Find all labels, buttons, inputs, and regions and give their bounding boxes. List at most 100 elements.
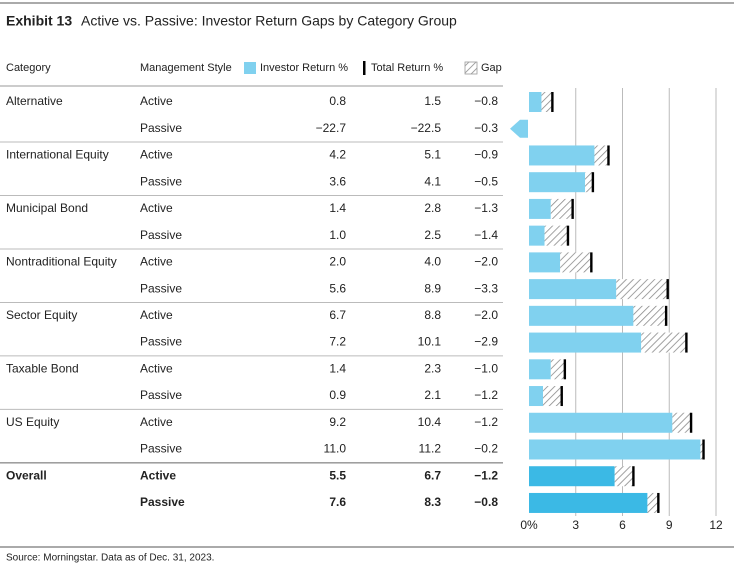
gap-bar bbox=[544, 225, 568, 246]
style-label: Active bbox=[140, 94, 173, 108]
gap: −1.2 bbox=[474, 468, 498, 482]
total-return: −22.5 bbox=[411, 121, 442, 135]
style-label: Passive bbox=[140, 442, 182, 456]
investor-bar bbox=[529, 145, 595, 166]
total-tick bbox=[590, 252, 593, 273]
gap: −2.0 bbox=[474, 255, 498, 269]
category-label: Nontraditional Equity bbox=[6, 255, 117, 269]
total-return: 4.1 bbox=[424, 174, 441, 188]
investor-bar bbox=[529, 359, 551, 380]
investor-bar bbox=[529, 172, 586, 193]
investor-return: 3.6 bbox=[329, 174, 346, 188]
legend-label: Gap bbox=[481, 62, 502, 74]
chart-title: Active vs. Passive: Investor Return Gaps… bbox=[81, 13, 457, 29]
investor-return: 11.0 bbox=[324, 442, 347, 456]
gap-bar bbox=[560, 252, 592, 273]
category-label: Alternative bbox=[6, 94, 63, 108]
total-return: 6.7 bbox=[424, 468, 441, 482]
gap-bar bbox=[594, 145, 609, 166]
investor-bar bbox=[529, 439, 701, 460]
total-tick bbox=[560, 386, 563, 407]
category-label: US Equity bbox=[6, 415, 59, 429]
investor-return: 1.0 bbox=[329, 228, 346, 242]
gap-bar bbox=[541, 92, 553, 112]
gap-bar bbox=[585, 172, 593, 193]
investor-return: 0.9 bbox=[329, 388, 346, 402]
total-return: 4.0 bbox=[424, 255, 441, 269]
gap-bar bbox=[647, 492, 659, 513]
total-return: 8.9 bbox=[424, 281, 441, 295]
category-label: Municipal Bond bbox=[6, 201, 88, 215]
style-label: Active bbox=[140, 148, 173, 162]
gap-bar bbox=[641, 332, 687, 353]
total-return: 8.8 bbox=[424, 308, 441, 322]
style-label: Active bbox=[140, 255, 173, 269]
legend-swatch bbox=[464, 61, 478, 75]
gap: −2.9 bbox=[474, 335, 498, 349]
style-label: Passive bbox=[140, 281, 182, 295]
investor-bar bbox=[529, 332, 642, 353]
off-scale-arrow bbox=[510, 119, 528, 138]
style-label: Active bbox=[140, 468, 176, 482]
total-tick bbox=[657, 492, 660, 513]
gap: −3.3 bbox=[474, 281, 498, 295]
x-tick-label: 9 bbox=[666, 518, 673, 532]
total-tick bbox=[702, 439, 705, 460]
investor-return: −22.7 bbox=[316, 121, 347, 135]
style-label: Passive bbox=[140, 228, 182, 242]
gap: −0.2 bbox=[474, 442, 498, 456]
total-return: 2.5 bbox=[424, 228, 441, 242]
total-tick bbox=[685, 332, 688, 353]
total-return: 10.4 bbox=[418, 415, 442, 429]
total-tick bbox=[551, 92, 554, 112]
investor-bar bbox=[529, 305, 634, 326]
gap: −1.4 bbox=[474, 228, 498, 242]
total-tick bbox=[666, 279, 669, 300]
gap-bar bbox=[614, 466, 634, 487]
style-label: Passive bbox=[140, 335, 182, 349]
investor-return: 5.6 bbox=[329, 281, 346, 295]
investor-bar bbox=[529, 92, 542, 112]
total-tick bbox=[664, 305, 668, 326]
gap-bar bbox=[700, 439, 704, 460]
source: Source: Morningstar. Data as of Dec. 31,… bbox=[6, 553, 214, 564]
x-tick-label: 0% bbox=[520, 518, 538, 532]
investor-bar bbox=[529, 225, 545, 246]
total-return: 11.2 bbox=[419, 442, 442, 456]
category-label: Sector Equity bbox=[6, 308, 77, 322]
investor-return: 1.4 bbox=[329, 361, 346, 375]
legend-label: Total Return % bbox=[371, 62, 443, 74]
x-tick-label: 6 bbox=[619, 518, 626, 532]
total-return: 10.1 bbox=[418, 335, 442, 349]
investor-return: 4.2 bbox=[329, 148, 346, 162]
gap-bar bbox=[550, 359, 565, 380]
investor-return: 7.6 bbox=[329, 495, 346, 509]
legend-swatch bbox=[244, 62, 256, 74]
gap: −2.0 bbox=[474, 308, 498, 322]
legend-label: Investor Return % bbox=[260, 62, 348, 74]
gap-bar bbox=[550, 198, 573, 219]
style-label: Active bbox=[140, 415, 173, 429]
gap-bar bbox=[633, 305, 667, 326]
style-label: Passive bbox=[140, 388, 182, 402]
gap: −1.0 bbox=[474, 361, 498, 375]
gap: −1.2 bbox=[474, 388, 498, 402]
investor-return: 9.2 bbox=[329, 415, 346, 429]
x-tick-label: 3 bbox=[572, 518, 579, 532]
investor-return: 5.5 bbox=[329, 468, 346, 482]
exhibit-label: Exhibit 13 bbox=[6, 13, 72, 29]
total-tick bbox=[607, 145, 610, 166]
total-tick bbox=[591, 172, 595, 193]
total-return: 2.1 bbox=[424, 388, 441, 402]
gap: −0.5 bbox=[474, 174, 498, 188]
total-return: 2.8 bbox=[424, 201, 441, 215]
style-label: Passive bbox=[140, 121, 182, 135]
header-style: Management Style bbox=[140, 62, 232, 74]
header-category: Category bbox=[6, 62, 51, 74]
investor-return: 0.8 bbox=[329, 94, 346, 108]
category-label: Taxable Bond bbox=[6, 361, 79, 375]
gap: −1.2 bbox=[474, 415, 498, 429]
category-label: International Equity bbox=[6, 148, 109, 162]
total-return: 8.3 bbox=[424, 495, 441, 509]
investor-bar bbox=[529, 412, 673, 433]
